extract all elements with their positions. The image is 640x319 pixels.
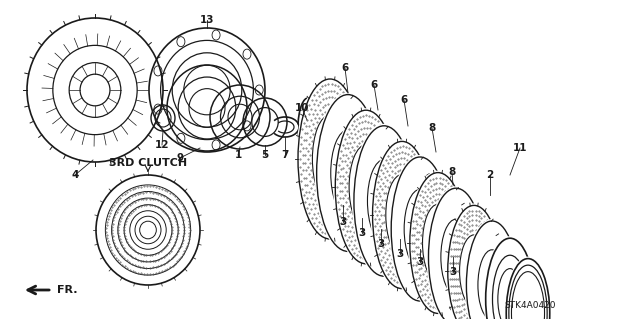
Text: 2: 2 <box>486 170 493 180</box>
Ellipse shape <box>484 236 536 319</box>
Ellipse shape <box>352 124 416 278</box>
Text: 7: 7 <box>282 150 289 160</box>
Text: 10: 10 <box>295 103 309 113</box>
Text: 6: 6 <box>401 95 408 105</box>
Text: 6: 6 <box>341 63 349 73</box>
Ellipse shape <box>445 204 502 319</box>
Ellipse shape <box>333 108 399 266</box>
Text: 3: 3 <box>417 257 424 267</box>
Ellipse shape <box>426 186 486 319</box>
Text: 5: 5 <box>261 150 269 160</box>
Ellipse shape <box>408 171 468 315</box>
Ellipse shape <box>465 219 520 319</box>
Ellipse shape <box>22 13 168 167</box>
Text: 3RD CLUTCH: 3RD CLUTCH <box>109 158 187 168</box>
Text: 3: 3 <box>449 267 456 277</box>
Ellipse shape <box>296 77 364 241</box>
Text: 1: 1 <box>234 150 242 160</box>
Text: 9: 9 <box>177 153 184 163</box>
Text: 3: 3 <box>378 239 385 249</box>
Text: FR.: FR. <box>57 285 77 295</box>
Ellipse shape <box>315 93 381 253</box>
Text: 11: 11 <box>513 143 527 153</box>
Text: 3: 3 <box>358 228 365 238</box>
Text: 13: 13 <box>200 15 214 25</box>
Text: 8: 8 <box>428 123 436 133</box>
Text: 8: 8 <box>449 167 456 177</box>
Ellipse shape <box>92 171 204 289</box>
Text: 3: 3 <box>339 217 347 227</box>
Text: 6: 6 <box>371 80 378 90</box>
Ellipse shape <box>371 139 433 291</box>
Text: 12: 12 <box>155 140 169 150</box>
Text: 4: 4 <box>71 170 79 180</box>
Text: 3: 3 <box>396 249 404 259</box>
Text: STK4A0420: STK4A0420 <box>504 300 556 309</box>
Ellipse shape <box>504 256 552 319</box>
Ellipse shape <box>389 155 451 303</box>
